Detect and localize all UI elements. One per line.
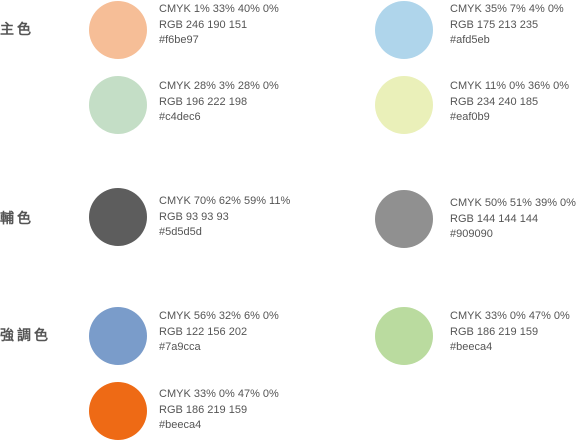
color-circle bbox=[89, 188, 147, 246]
hex-value: #7a9cca bbox=[159, 341, 201, 353]
group-label-primary: 主色 bbox=[0, 22, 34, 38]
rgb-value: RGB 186 219 159 bbox=[450, 325, 539, 338]
hex-value: #beeca4 bbox=[450, 341, 493, 353]
hex-value: #f6be97 bbox=[159, 34, 199, 46]
cmyk-value: CMYK 33% 0% 47% 0% bbox=[450, 310, 570, 322]
color-info: CMYK 35% 7% 4% 0% RGB 175 213 235 #afd5e… bbox=[450, 2, 564, 49]
color-circle bbox=[89, 76, 147, 134]
hex-value: #909090 bbox=[450, 228, 493, 240]
cmyk-value: CMYK 1% 33% 40% 0% bbox=[159, 3, 279, 15]
rgb-value: RGB 234 240 185 bbox=[450, 95, 539, 108]
color-info: CMYK 70% 62% 59% 11% RGB 93 93 93 #5d5d5… bbox=[159, 194, 290, 241]
hex-value: #eaf0b9 bbox=[450, 111, 490, 123]
rgb-value: RGB 196 222 198 bbox=[159, 95, 248, 108]
rgb-value: RGB 144 144 144 bbox=[450, 212, 539, 225]
color-info: CMYK 50% 51% 39% 0% RGB 144 144 144 #909… bbox=[450, 196, 576, 243]
cmyk-value: CMYK 11% 0% 36% 0% bbox=[450, 80, 570, 92]
color-circle bbox=[375, 76, 433, 134]
color-circle bbox=[89, 382, 147, 440]
cmyk-value: CMYK 70% 62% 59% 11% bbox=[159, 195, 291, 207]
color-info: CMYK 33% 0% 47% 0% RGB 186 219 159 #beec… bbox=[450, 309, 570, 356]
cmyk-value: CMYK 33% 0% 47% 0% bbox=[159, 388, 279, 400]
cmyk-value: CMYK 28% 3% 28% 0% bbox=[159, 80, 279, 92]
hex-value: #beeca4 bbox=[159, 419, 202, 431]
group-label-secondary: 輔色 bbox=[0, 211, 34, 227]
color-circle bbox=[375, 190, 433, 248]
color-circle bbox=[89, 307, 147, 365]
color-info: CMYK 33% 0% 47% 0% RGB 186 219 159 #beec… bbox=[159, 387, 279, 434]
hex-value: #afd5eb bbox=[450, 34, 490, 46]
color-circle bbox=[89, 1, 147, 59]
color-info: CMYK 1% 33% 40% 0% RGB 246 190 151 #f6be… bbox=[159, 2, 279, 49]
rgb-value: RGB 93 93 93 bbox=[159, 210, 229, 223]
cmyk-value: CMYK 56% 32% 6% 0% bbox=[159, 310, 279, 322]
color-circle bbox=[375, 1, 433, 59]
cmyk-value: CMYK 35% 7% 4% 0% bbox=[450, 3, 564, 15]
hex-value: #c4dec6 bbox=[159, 111, 201, 123]
color-info: CMYK 56% 32% 6% 0% RGB 122 156 202 #7a9c… bbox=[159, 309, 279, 356]
rgb-value: RGB 122 156 202 bbox=[159, 325, 248, 338]
cmyk-value: CMYK 50% 51% 39% 0% bbox=[450, 197, 576, 209]
hex-value: #5d5d5d bbox=[159, 226, 202, 238]
color-info: CMYK 11% 0% 36% 0% RGB 234 240 185 #eaf0… bbox=[450, 79, 569, 126]
color-circle bbox=[375, 307, 433, 365]
rgb-value: RGB 175 213 235 bbox=[450, 18, 539, 31]
rgb-value: RGB 186 219 159 bbox=[159, 403, 248, 416]
color-info: CMYK 28% 3% 28% 0% RGB 196 222 198 #c4de… bbox=[159, 79, 279, 126]
rgb-value: RGB 246 190 151 bbox=[159, 18, 248, 31]
group-label-accent: 強調色 bbox=[0, 328, 51, 344]
